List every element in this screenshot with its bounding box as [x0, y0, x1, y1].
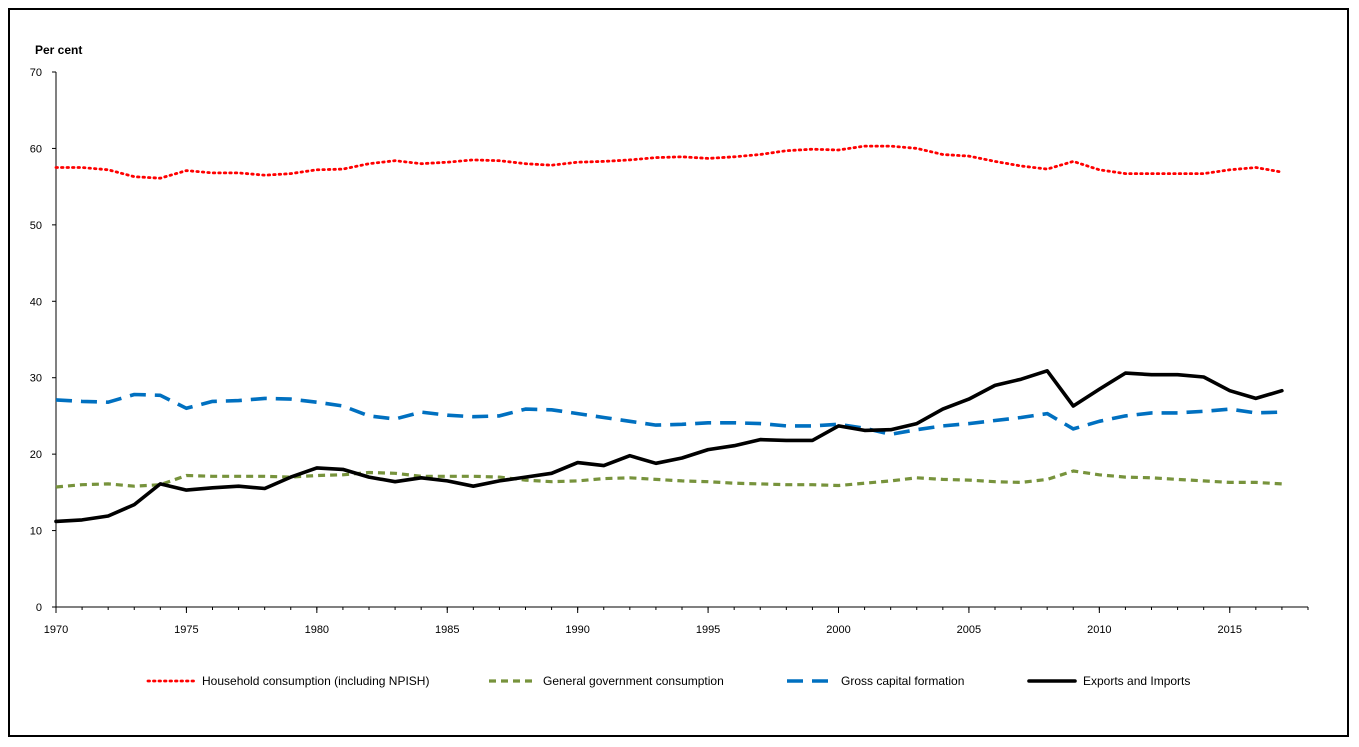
series-line-4 — [54, 369, 1284, 524]
x-tick-label: 1990 — [565, 624, 589, 636]
y-tick-label: 0 — [36, 602, 42, 614]
axes: 0 10 20 30 40 50 60 70 1970 1975 1980 1985 1990 1995 2… — [30, 67, 1309, 636]
y-tick-label: 70 — [30, 67, 42, 79]
legend-label-4: Exports and Imports — [1083, 674, 1190, 688]
series-line-2 — [55, 469, 1282, 489]
x-tick-label: 1985 — [435, 624, 459, 636]
legend-label-3: Gross capital formation — [841, 674, 964, 688]
x-tick-label: 1970 — [44, 624, 68, 636]
y-tick-label: 50 — [30, 220, 42, 232]
x-tick-label: 2000 — [826, 624, 850, 636]
series-layer — [54, 144, 1284, 524]
legend-label-2: General government consumption — [543, 674, 724, 688]
series-line-1 — [54, 144, 1284, 180]
x-tick-label: 1975 — [174, 624, 198, 636]
y-tick-label: 60 — [30, 143, 42, 155]
x-tick-label: 1995 — [696, 624, 720, 636]
x-tick-label: 2005 — [957, 624, 981, 636]
y-tick-label: 20 — [30, 449, 42, 461]
series-line-3 — [55, 392, 1282, 437]
legend-label-1: Household consumption (including NPISH) — [202, 674, 429, 688]
x-tick-label: 1980 — [305, 624, 329, 636]
y-tick-label: 10 — [30, 526, 42, 538]
legend: Household consumption (including NPISH) G… — [146, 674, 1190, 688]
x-tick-label: 2010 — [1087, 624, 1111, 636]
y-tick-label: 40 — [30, 296, 42, 308]
y-axis-title: Per cent — [35, 43, 82, 57]
x-tick-label: 2015 — [1218, 624, 1242, 636]
y-tick-label: 30 — [30, 373, 42, 385]
